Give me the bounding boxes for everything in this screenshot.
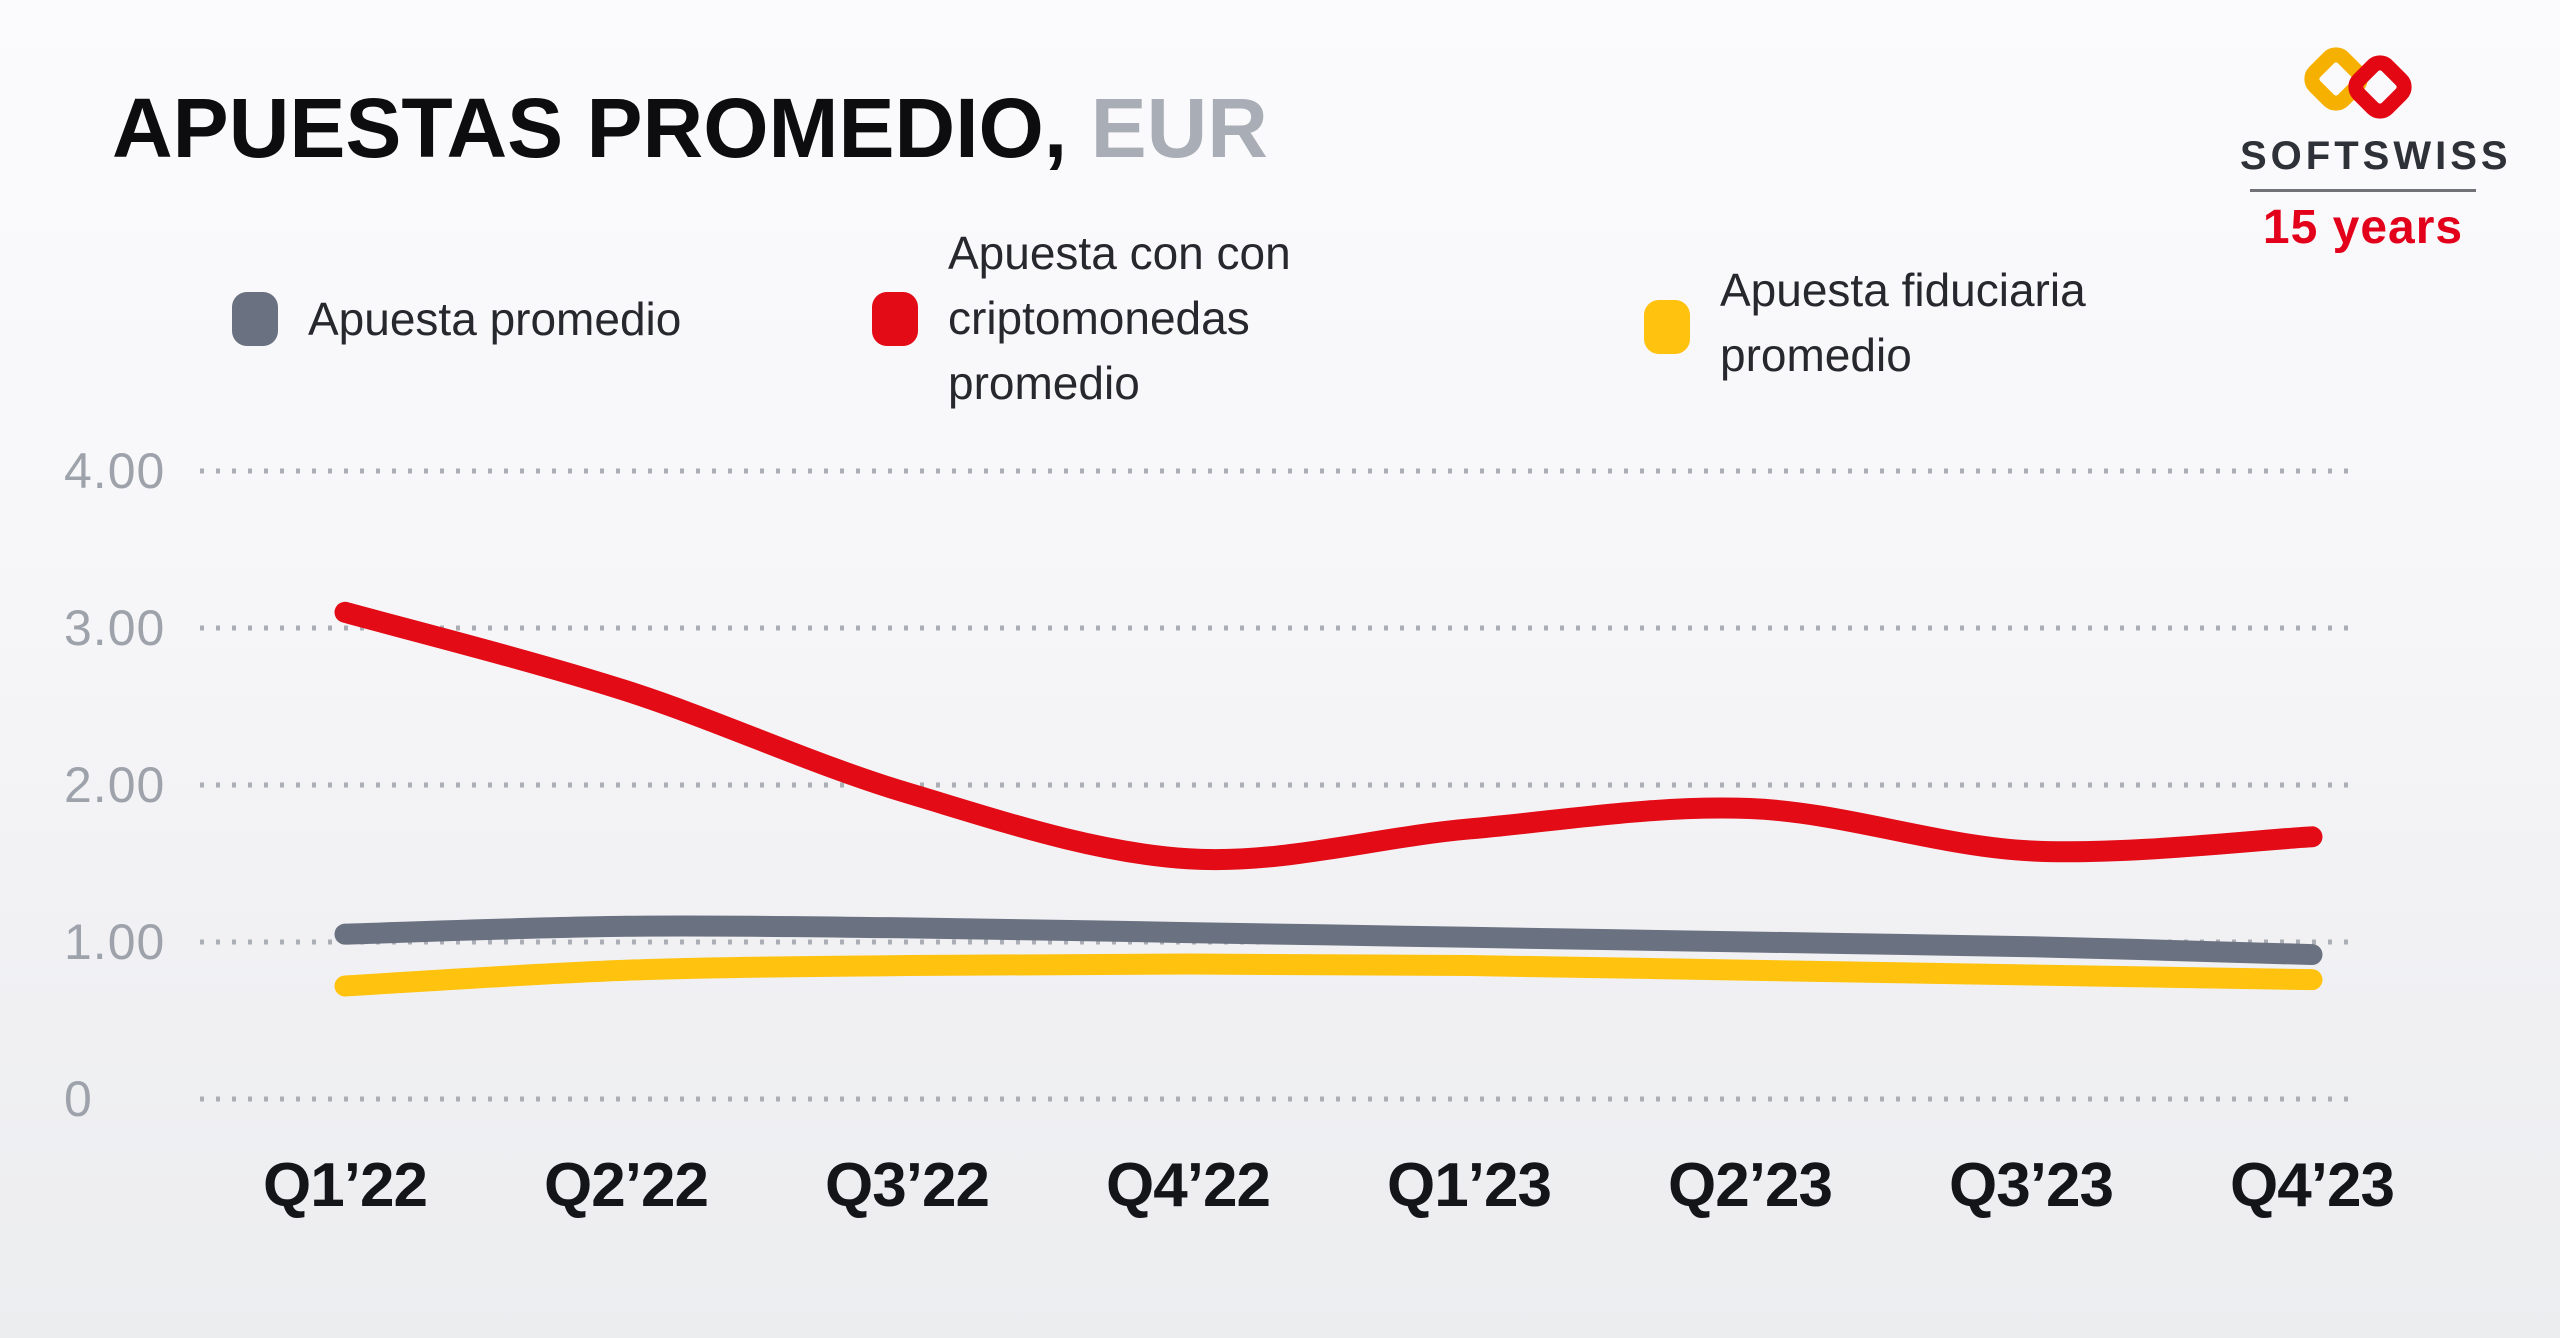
legend-label-line: criptomonedas bbox=[948, 292, 1250, 344]
legend-label-line: promedio bbox=[948, 357, 1140, 409]
legend-swatch-gray bbox=[232, 292, 278, 346]
series-line-2 bbox=[334, 953, 2323, 997]
x-tick-q1-22: Q1’22 bbox=[263, 1151, 428, 1220]
x-tick-q2-23: Q2’23 bbox=[1668, 1151, 1833, 1220]
title-main: APUESTAS PROMEDIO, bbox=[112, 81, 1068, 175]
x-tick-q1-23: Q1’23 bbox=[1387, 1151, 1552, 1220]
logo-divider bbox=[2250, 189, 2476, 192]
title-unit: EUR bbox=[1090, 81, 1268, 175]
y-tick-2: 2.00 bbox=[64, 757, 166, 813]
x-tick-q2-22: Q2’22 bbox=[544, 1151, 709, 1220]
series-line-1 bbox=[334, 601, 2323, 871]
legend-label: Apuesta promedio bbox=[308, 293, 682, 345]
logo-brand-text: SOFTSWISS bbox=[2240, 134, 2512, 178]
legend-swatch-red bbox=[872, 292, 918, 346]
y-tick-3: 3.00 bbox=[64, 600, 166, 656]
page-title: APUESTAS PROMEDIO, EUR bbox=[112, 80, 1268, 177]
logo-diamond-red bbox=[2348, 55, 2412, 119]
x-tick-q3-22: Q3’22 bbox=[825, 1151, 990, 1220]
x-tick-q4-23: Q4’23 bbox=[2230, 1151, 2395, 1220]
y-tick-1: 1.00 bbox=[64, 914, 166, 970]
legend-label-line: Apuesta fiduciaria bbox=[1720, 264, 2086, 316]
y-tick-0: 0 bbox=[64, 1071, 93, 1127]
legend-label-line: Apuesta con con bbox=[948, 227, 1291, 279]
legend-label-line: promedio bbox=[1720, 329, 1912, 381]
y-tick-4: 4.00 bbox=[64, 443, 166, 499]
logo-anniversary-text: 15 years bbox=[2262, 201, 2464, 254]
x-tick-q4-22: Q4’22 bbox=[1106, 1151, 1271, 1220]
x-tick-q3-23: Q3’23 bbox=[1949, 1151, 2114, 1220]
brand-logo: SOFTSWISS 15 years bbox=[2240, 44, 2512, 255]
legend-swatch-yellow bbox=[1644, 300, 1690, 354]
series-line-0 bbox=[334, 915, 2323, 966]
softswiss-diamonds-icon bbox=[2304, 47, 2412, 119]
